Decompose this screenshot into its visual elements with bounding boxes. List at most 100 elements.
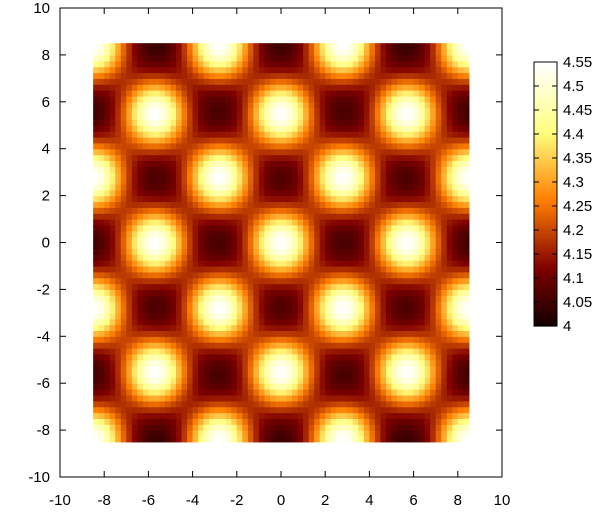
- heatmap-cell: [380, 306, 387, 314]
- heatmap-cell: [269, 113, 277, 120]
- heatmap-cell: [385, 336, 393, 343]
- heatmap-cell: [236, 271, 243, 279]
- heatmap-cell: [247, 131, 254, 138]
- heatmap-cell: [336, 377, 343, 384]
- heatmap-cell: [198, 383, 205, 390]
- heatmap-cell: [463, 160, 470, 167]
- heatmap-cell: [402, 306, 409, 314]
- heatmap-cell: [236, 207, 243, 214]
- heatmap-cell: [192, 265, 199, 273]
- heatmap-cell: [397, 248, 404, 255]
- heatmap-cell: [374, 172, 382, 179]
- heatmap-cell: [419, 95, 426, 103]
- heatmap-cell: [463, 236, 470, 244]
- heatmap-cell: [446, 142, 453, 150]
- heatmap-cell: [225, 178, 232, 185]
- heatmap-cell: [126, 412, 133, 419]
- heatmap-cell: [181, 435, 188, 443]
- heatmap-cell: [369, 377, 376, 384]
- heatmap-cell: [98, 306, 105, 314]
- heatmap-cell: [264, 277, 271, 285]
- heatmap-cell: [104, 412, 111, 419]
- heatmap-cell: [214, 400, 221, 408]
- heatmap-cell: [402, 236, 409, 244]
- heatmap-cell: [397, 254, 404, 261]
- heatmap-cell: [358, 136, 365, 144]
- heatmap-cell: [374, 125, 382, 132]
- heatmap-cell: [452, 348, 459, 355]
- heatmap-cell: [430, 189, 437, 197]
- heatmap-cell: [98, 148, 105, 156]
- heatmap-cell: [164, 107, 172, 115]
- heatmap-cell: [247, 195, 254, 203]
- heatmap-cell: [187, 365, 194, 373]
- heatmap-cell: [385, 230, 393, 238]
- heatmap-cell: [325, 72, 332, 79]
- heatmap-cell: [176, 260, 183, 267]
- heatmap-cell: [347, 66, 354, 74]
- heatmap-cell: [275, 289, 282, 296]
- heatmap-cell: [452, 90, 459, 97]
- heatmap-cell: [385, 166, 393, 173]
- heatmap-cell: [336, 336, 343, 343]
- heatmap-cell: [192, 43, 199, 50]
- heatmap-cell: [164, 389, 172, 396]
- heatmap-cell: [385, 49, 393, 56]
- heatmap-cell: [336, 160, 343, 167]
- heatmap-cell: [413, 213, 420, 220]
- heatmap-cell: [159, 78, 166, 85]
- heatmap-cell: [281, 54, 288, 62]
- colorbar-band: [534, 273, 557, 277]
- heatmap-cell: [153, 148, 161, 156]
- heatmap-cell: [374, 336, 382, 343]
- heatmap-cell: [198, 365, 205, 373]
- heatmap-cell: [292, 131, 299, 138]
- heatmap-cell: [126, 49, 133, 56]
- heatmap-cell: [363, 301, 370, 308]
- heatmap-cell: [142, 195, 150, 203]
- heatmap-cell: [413, 183, 420, 191]
- heatmap-cell: [170, 49, 177, 56]
- heatmap-cell: [341, 324, 348, 332]
- heatmap-cell: [253, 371, 260, 378]
- heatmap-cell: [286, 201, 293, 208]
- heatmap-cell: [269, 60, 277, 68]
- heatmap-cell: [203, 101, 210, 109]
- heatmap-cell: [153, 318, 161, 326]
- heatmap-cell: [413, 295, 420, 302]
- heatmap-cell: [363, 230, 370, 238]
- heatmap-cell: [220, 90, 227, 97]
- heatmap-cell: [430, 330, 437, 337]
- heatmap-cell: [457, 289, 464, 296]
- heatmap-cell: [98, 418, 105, 425]
- heatmap-cell: [225, 348, 232, 355]
- heatmap-cell: [435, 107, 442, 115]
- heatmap-cell: [463, 306, 470, 314]
- heatmap-cell: [463, 301, 470, 308]
- heatmap-cell: [203, 172, 210, 179]
- heatmap-cell: [347, 412, 354, 419]
- heatmap-cell: [247, 148, 254, 156]
- heatmap-cell: [435, 189, 442, 197]
- heatmap-cell: [247, 435, 254, 443]
- heatmap-cell: [93, 389, 100, 396]
- heatmap-cell: [325, 119, 332, 126]
- heatmap-cell: [258, 406, 266, 414]
- heatmap-cell: [297, 95, 304, 103]
- heatmap-cell: [397, 412, 404, 419]
- heatmap-cell: [98, 324, 105, 332]
- heatmap-cell: [408, 330, 415, 337]
- heatmap-cell: [170, 306, 177, 314]
- heatmap-cell: [220, 236, 227, 244]
- heatmap-cell: [126, 248, 133, 255]
- heatmap-cell: [98, 125, 105, 132]
- heatmap-cell: [198, 336, 205, 343]
- heatmap-cell: [413, 324, 420, 332]
- colorbar-band: [534, 90, 557, 94]
- heatmap-cell: [292, 136, 299, 144]
- heatmap-cell: [159, 400, 166, 408]
- heatmap-cell: [430, 90, 437, 97]
- heatmap-cell: [236, 359, 243, 367]
- heatmap-cell: [104, 435, 111, 443]
- heatmap-cell: [419, 336, 426, 343]
